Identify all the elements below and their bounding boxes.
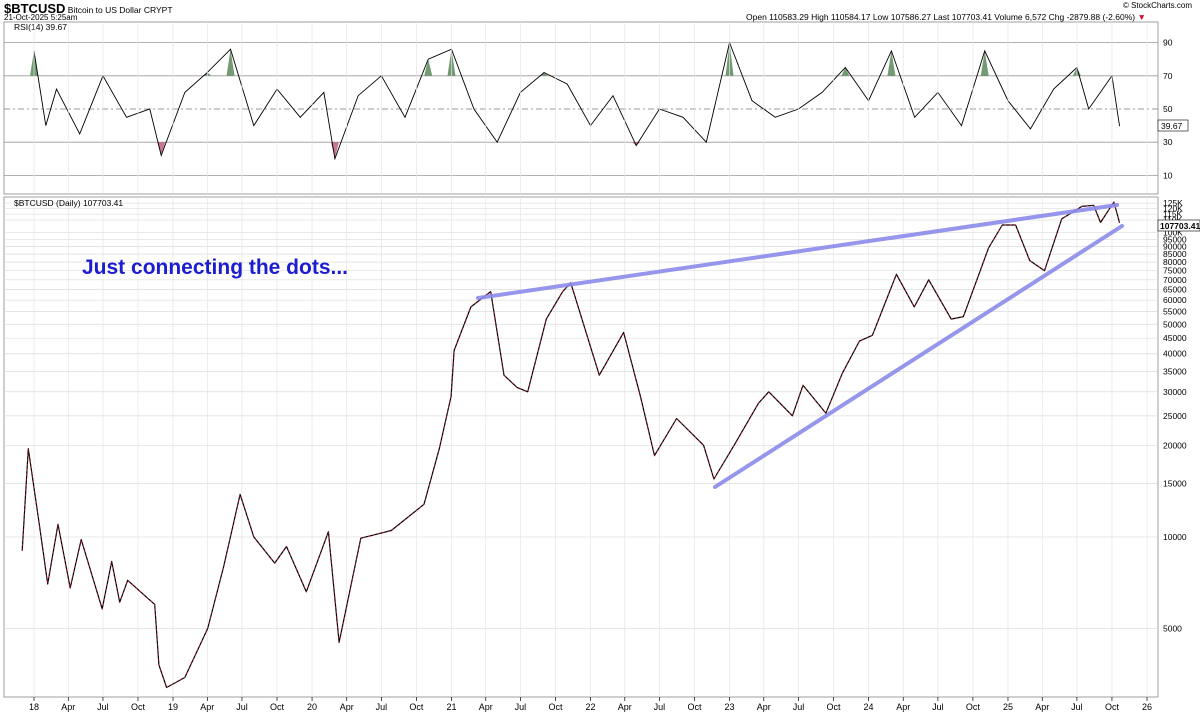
- x-tick-label: Jul: [515, 702, 527, 712]
- x-tick-label: Jul: [1071, 702, 1083, 712]
- x-tick-label: Jul: [793, 702, 805, 712]
- chart-datetime: 21-Oct-2025 5:25am: [4, 13, 78, 22]
- x-tick-label: Oct: [131, 702, 146, 712]
- price-tick-label: 60000: [1163, 295, 1187, 305]
- price-tick-label: 90000: [1163, 242, 1187, 252]
- symbol-name: Bitcoin to US Dollar: [67, 5, 142, 15]
- rsi-tick-label: 10: [1163, 170, 1173, 180]
- x-tick-label: Jul: [932, 702, 944, 712]
- change-arrow-icon: ▼: [1137, 12, 1146, 22]
- price-tick-label: 5000: [1163, 624, 1182, 634]
- x-tick-label: 18: [29, 702, 39, 712]
- source-label: © StockCharts.com: [1122, 1, 1192, 10]
- price-tick-label: 115K: [1163, 209, 1183, 219]
- price-tick-label: 40000: [1163, 349, 1187, 359]
- x-tick-label: 22: [585, 702, 595, 712]
- rsi-overbought-fill: [226, 49, 235, 76]
- x-tick-label: 25: [1003, 702, 1013, 712]
- x-tick-label: Apr: [896, 702, 910, 712]
- rsi-tick-label: 70: [1163, 71, 1173, 81]
- x-tick-label: Oct: [687, 702, 702, 712]
- rsi-frame: [3, 21, 1159, 195]
- price-panel: 125K120K115K110K100K95000900008500080000…: [3, 22, 1200, 698]
- quote-line: Open 110583.29 High 110584.17 Low 107586…: [746, 12, 1146, 22]
- price-last-badge: [1157, 219, 1200, 232]
- x-tick-label: Oct: [409, 702, 424, 712]
- x-tick-label: Jul: [376, 702, 388, 712]
- price-down-bars: [21, 201, 1120, 689]
- rsi-tick-label: 90: [1163, 38, 1173, 48]
- x-tick-label: Oct: [966, 702, 981, 712]
- exchange-label: CRYPT: [143, 5, 173, 15]
- price-legend: $BTCUSD (Daily) 107703.41: [14, 198, 123, 208]
- rsi-overbought-fill: [887, 50, 896, 76]
- rsi-overbought-fill: [980, 50, 989, 76]
- rsi-legend: RSI(14) 39.67: [14, 22, 67, 32]
- price-tick-label: 65000: [1163, 285, 1187, 295]
- x-tick-label: Jul: [97, 702, 109, 712]
- x-tick-label: Apr: [340, 702, 354, 712]
- rsi-tick-label: 50: [1163, 104, 1173, 114]
- x-tick-label: Oct: [1105, 702, 1120, 712]
- price-tick-label: 70000: [1163, 275, 1187, 285]
- x-tick-label: Apr: [479, 702, 493, 712]
- price-tick-label: 120K: [1163, 204, 1183, 214]
- rsi-overbought-fill: [424, 59, 433, 76]
- price-last-value: 107703.41: [1160, 221, 1200, 231]
- symbol-label: $BTCUSD: [4, 1, 66, 16]
- annotation-text: Just connecting the dots...: [82, 256, 348, 279]
- price-tick-label: 15000: [1163, 478, 1187, 488]
- price-tick-label: 45000: [1163, 333, 1187, 343]
- chart-header: $BTCUSD Bitcoin to US Dollar CRYPT: [4, 1, 173, 16]
- price-tick-label: 100K: [1163, 228, 1183, 238]
- x-tick-label: 21: [446, 702, 456, 712]
- price-tick-label: 20000: [1163, 440, 1187, 450]
- price-tick-label: 85000: [1163, 249, 1187, 259]
- x-tick-label: 24: [864, 702, 874, 712]
- price-tick-label: 95000: [1163, 234, 1187, 244]
- x-tick-label: Apr: [1035, 702, 1049, 712]
- price-tick-label: 125K: [1163, 198, 1183, 208]
- x-tick-label: Oct: [270, 702, 285, 712]
- x-tick-label: Oct: [548, 702, 563, 712]
- price-tick-label: 55000: [1163, 307, 1187, 317]
- price-tick-label: 50000: [1163, 319, 1187, 329]
- x-tick-label: 19: [168, 702, 178, 712]
- price-tick-label: 30000: [1163, 387, 1187, 397]
- price-tick-label: 25000: [1163, 411, 1187, 421]
- x-tick-label: Jul: [236, 702, 248, 712]
- rsi-tick-label: 30: [1163, 137, 1173, 147]
- x-tick-label: 26: [1142, 702, 1152, 712]
- price-tick-label: 75000: [1163, 266, 1187, 276]
- x-tick-label: Jul: [654, 702, 666, 712]
- x-tick-label: Apr: [757, 702, 771, 712]
- price-tick-label: 80000: [1163, 257, 1187, 267]
- x-tick-label: 23: [725, 702, 735, 712]
- rsi-line: [33, 41, 1121, 161]
- rsi-panel: 90 70 50 30 10 RSI(14) 39.67 39.67: [3, 21, 1189, 195]
- x-tick-label: Oct: [827, 702, 842, 712]
- x-tick-label: Apr: [61, 702, 75, 712]
- x-tick-label: Apr: [200, 702, 214, 712]
- x-tick-label: Apr: [618, 702, 632, 712]
- rsi-overbought-fill: [841, 67, 850, 76]
- price-tick-label: 35000: [1163, 366, 1187, 376]
- quote-values: Open 110583.29 High 110584.17 Low 107586…: [746, 12, 1136, 22]
- price-frame: [3, 196, 1159, 698]
- rsi-overbought-fill: [540, 72, 549, 76]
- upper-trendline: [476, 203, 1119, 300]
- rsi-last-value: 39.67: [1161, 121, 1183, 131]
- lower-trendline: [713, 224, 1124, 489]
- rsi-last-badge: [1157, 119, 1189, 132]
- x-tick-label: 20: [307, 702, 317, 712]
- price-tick-label: 10000: [1163, 532, 1187, 542]
